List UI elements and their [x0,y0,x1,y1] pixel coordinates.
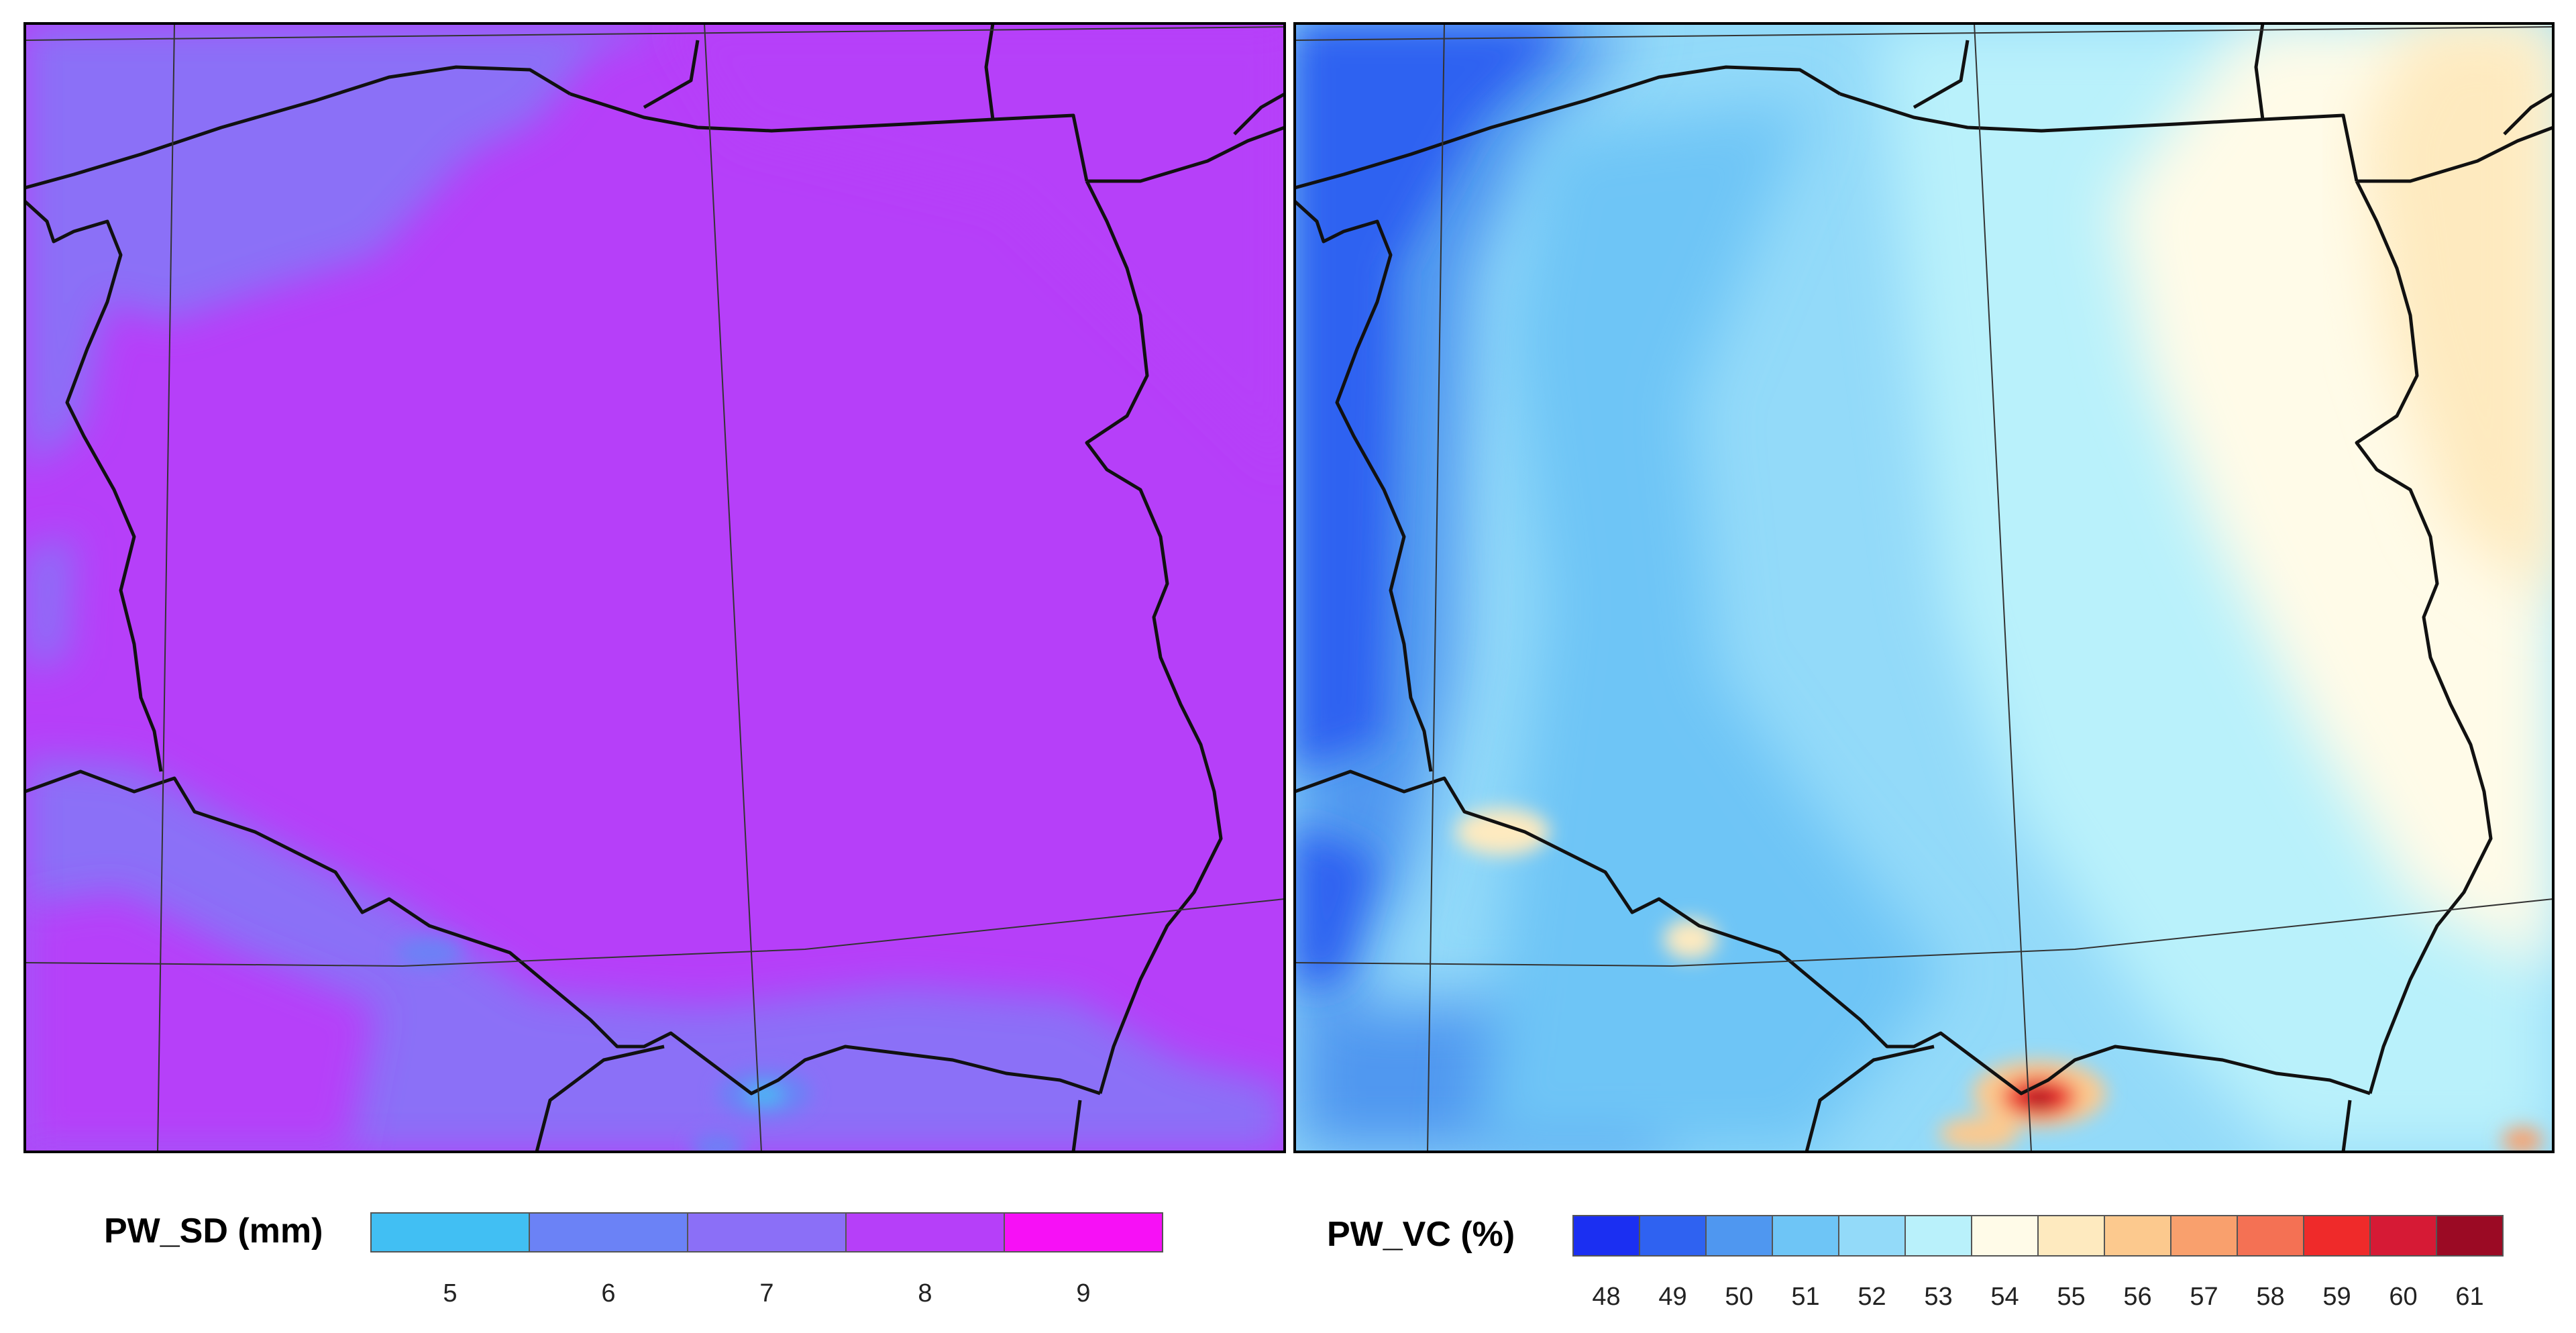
pw-vc-legend: PW_VC (%) 48 49 50 51 52 53 54 55 56 57 58 59 60 61 [1327,1215,2504,1311]
pw-vc-map-frame [1293,22,2555,1153]
pw-vc-swatch [2369,1215,2437,1257]
pw-sd-tick-label: 8 [918,1279,932,1308]
pw-vc-swatch [2303,1215,2371,1257]
pw-vc-swatch [1639,1215,1707,1257]
pw-vc-zone-48 [1295,23,1576,986]
pw-vc-map [1295,23,2553,1152]
pw-vc-tick-label: 51 [1791,1283,1819,1311]
pw-vc-tick-label: 58 [2256,1283,2284,1311]
pw-vc-tick-label: 56 [2123,1283,2151,1311]
pw-vc-tick-label: 52 [1858,1283,1886,1311]
pw-vc-swatch [1772,1215,1839,1257]
pw-sd-tick-label: 7 [759,1279,773,1308]
pw-vc-tick-label: 48 [1592,1283,1620,1311]
pw-sd-map-frame [23,22,1286,1153]
pw-vc-tick-label: 53 [1924,1283,1952,1311]
pw-vc-tick-label: 54 [1990,1283,2019,1311]
pw-vc-colorbar-ticks: 48 49 50 51 52 53 54 55 56 57 58 59 60 61 [1592,1283,2483,1311]
pw-vc-border-lines [1295,23,2553,1152]
pw-vc-tick-label: 60 [2389,1283,2417,1311]
pw-sd-legend: PW_SD (mm) 5 6 7 8 9 [104,1212,1163,1308]
pw-sd-grid-lines [25,23,1285,1152]
pw-sd-swatch [529,1212,688,1252]
pw-sd-legend-title: PW_SD (mm) [104,1212,323,1250]
pw-vc-tick-label: 49 [1658,1283,1686,1311]
pw-vc-swatch [1705,1215,1773,1257]
pw-vc-tick-label: 59 [2322,1283,2351,1311]
pw-vc-tick-label: 50 [1725,1283,1753,1311]
pw-vc-swatch [2104,1215,2171,1257]
pw-vc-swatch [1971,1215,2039,1257]
pw-sd-map [25,23,1285,1152]
pw-sd-tick-label: 9 [1076,1279,1090,1308]
pw-vc-tick-label: 55 [2057,1283,2085,1311]
pw-vc-tick-label: 61 [2455,1283,2483,1311]
pw-vc-swatch [2237,1215,2304,1257]
pw-sd-swatch [370,1212,530,1252]
pw-vc-zone-55 [2361,23,2553,604]
pw-sd-swatch [1004,1212,1163,1252]
pw-sd-swatch [845,1212,1005,1252]
pw-vc-hotspots [1456,808,2542,1152]
pw-sd-swatch [687,1212,847,1252]
pw-sd-tick-label: 5 [443,1279,457,1308]
pw-vc-swatch [1904,1215,1972,1257]
pw-vc-swatch [1838,1215,1906,1257]
pw-vc-tick-label: 57 [2190,1283,2218,1311]
pw-vc-swatch [1572,1215,1640,1257]
pw-sd-colorbar [370,1212,1163,1252]
pw-sd-tick-label: 6 [601,1279,615,1308]
pw-vc-swatch [2436,1215,2504,1257]
pw-vc-zone-51 [1476,101,1945,1152]
pw-sd-border-lines [25,23,1285,1152]
pw-vc-swatch [2170,1215,2238,1257]
pw-vc-swatch [2037,1215,2105,1257]
pw-sd-ne-zone [25,23,1285,1152]
pw-vc-legend-title: PW_VC (%) [1327,1215,1515,1254]
pw-sd-colorbar-ticks: 5 6 7 8 9 [443,1279,1090,1308]
pw-vc-colorbar [1572,1215,2504,1257]
pw-vc-grid-lines [1295,23,2553,1152]
